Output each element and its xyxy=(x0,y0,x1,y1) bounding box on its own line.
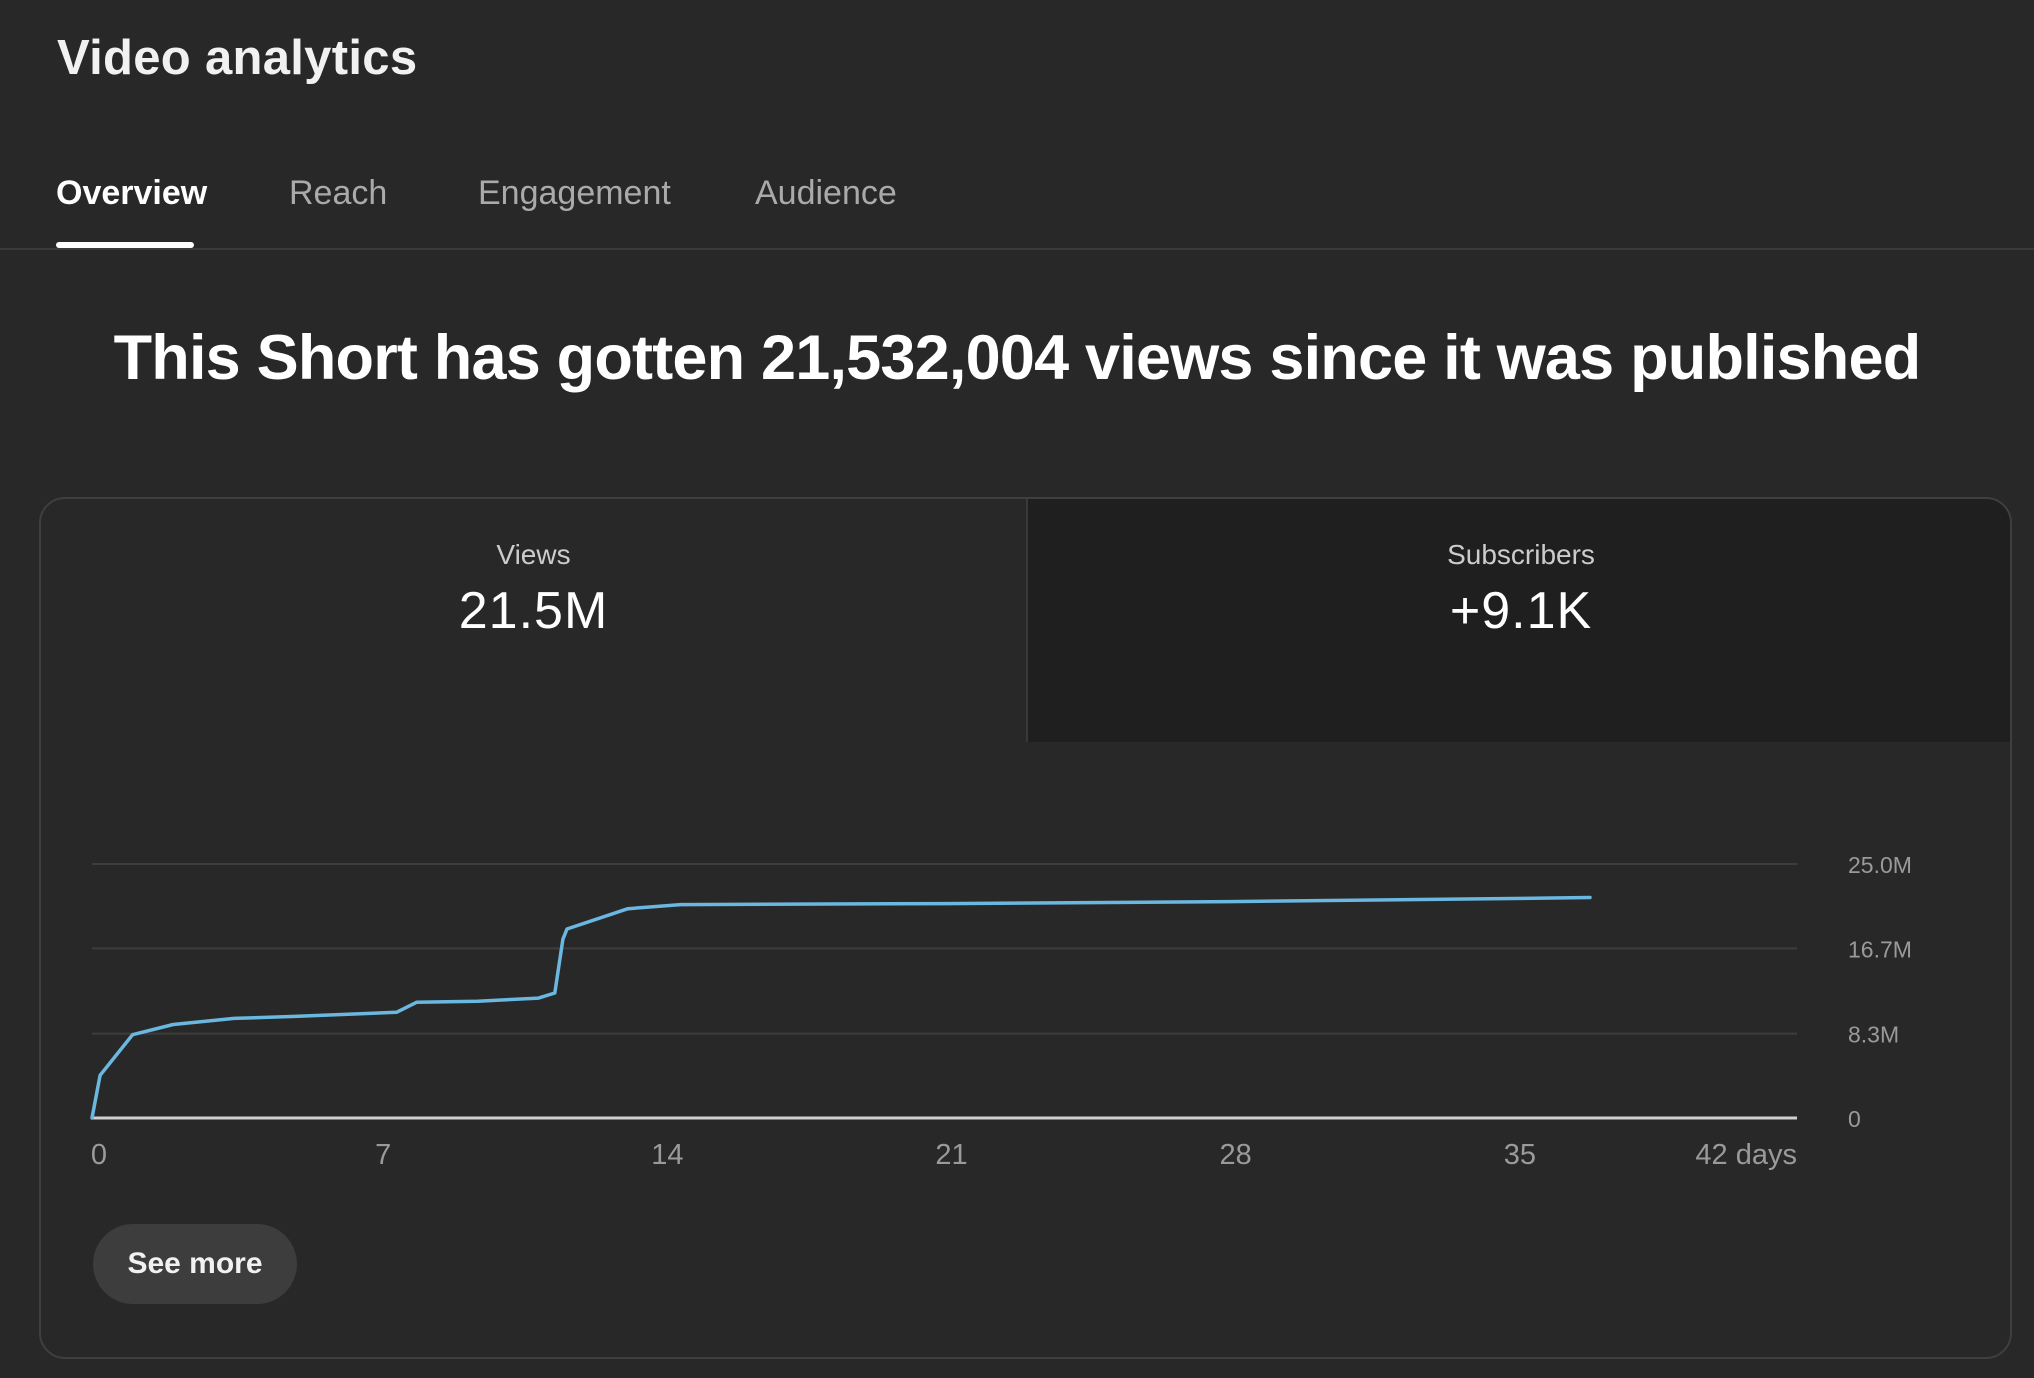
tab-overview[interactable]: Overview xyxy=(56,174,208,212)
tab-bar: Overview Reach Engagement Audience xyxy=(0,150,2034,250)
views-headline: This Short has gotten 21,532,004 views s… xyxy=(113,323,1922,393)
see-more-button[interactable]: See more xyxy=(93,1224,297,1304)
analytics-card: Views 21.5M Subscribers +9.1K xyxy=(39,497,2012,1359)
views-metric-tab[interactable]: Views 21.5M xyxy=(41,499,1026,742)
tab-audience[interactable]: Audience xyxy=(755,174,897,212)
page-title: Video analytics xyxy=(57,31,418,85)
active-tab-indicator xyxy=(56,242,194,248)
tab-engagement[interactable]: Engagement xyxy=(478,174,671,212)
views-value: 21.5M xyxy=(458,582,609,640)
subscribers-value: +9.1K xyxy=(1449,582,1593,640)
subscribers-label: Subscribers xyxy=(1447,539,1595,570)
views-label: Views xyxy=(496,539,571,570)
tab-reach[interactable]: Reach xyxy=(289,174,388,212)
subscribers-metric-tab[interactable]: Subscribers +9.1K xyxy=(1026,499,2010,742)
